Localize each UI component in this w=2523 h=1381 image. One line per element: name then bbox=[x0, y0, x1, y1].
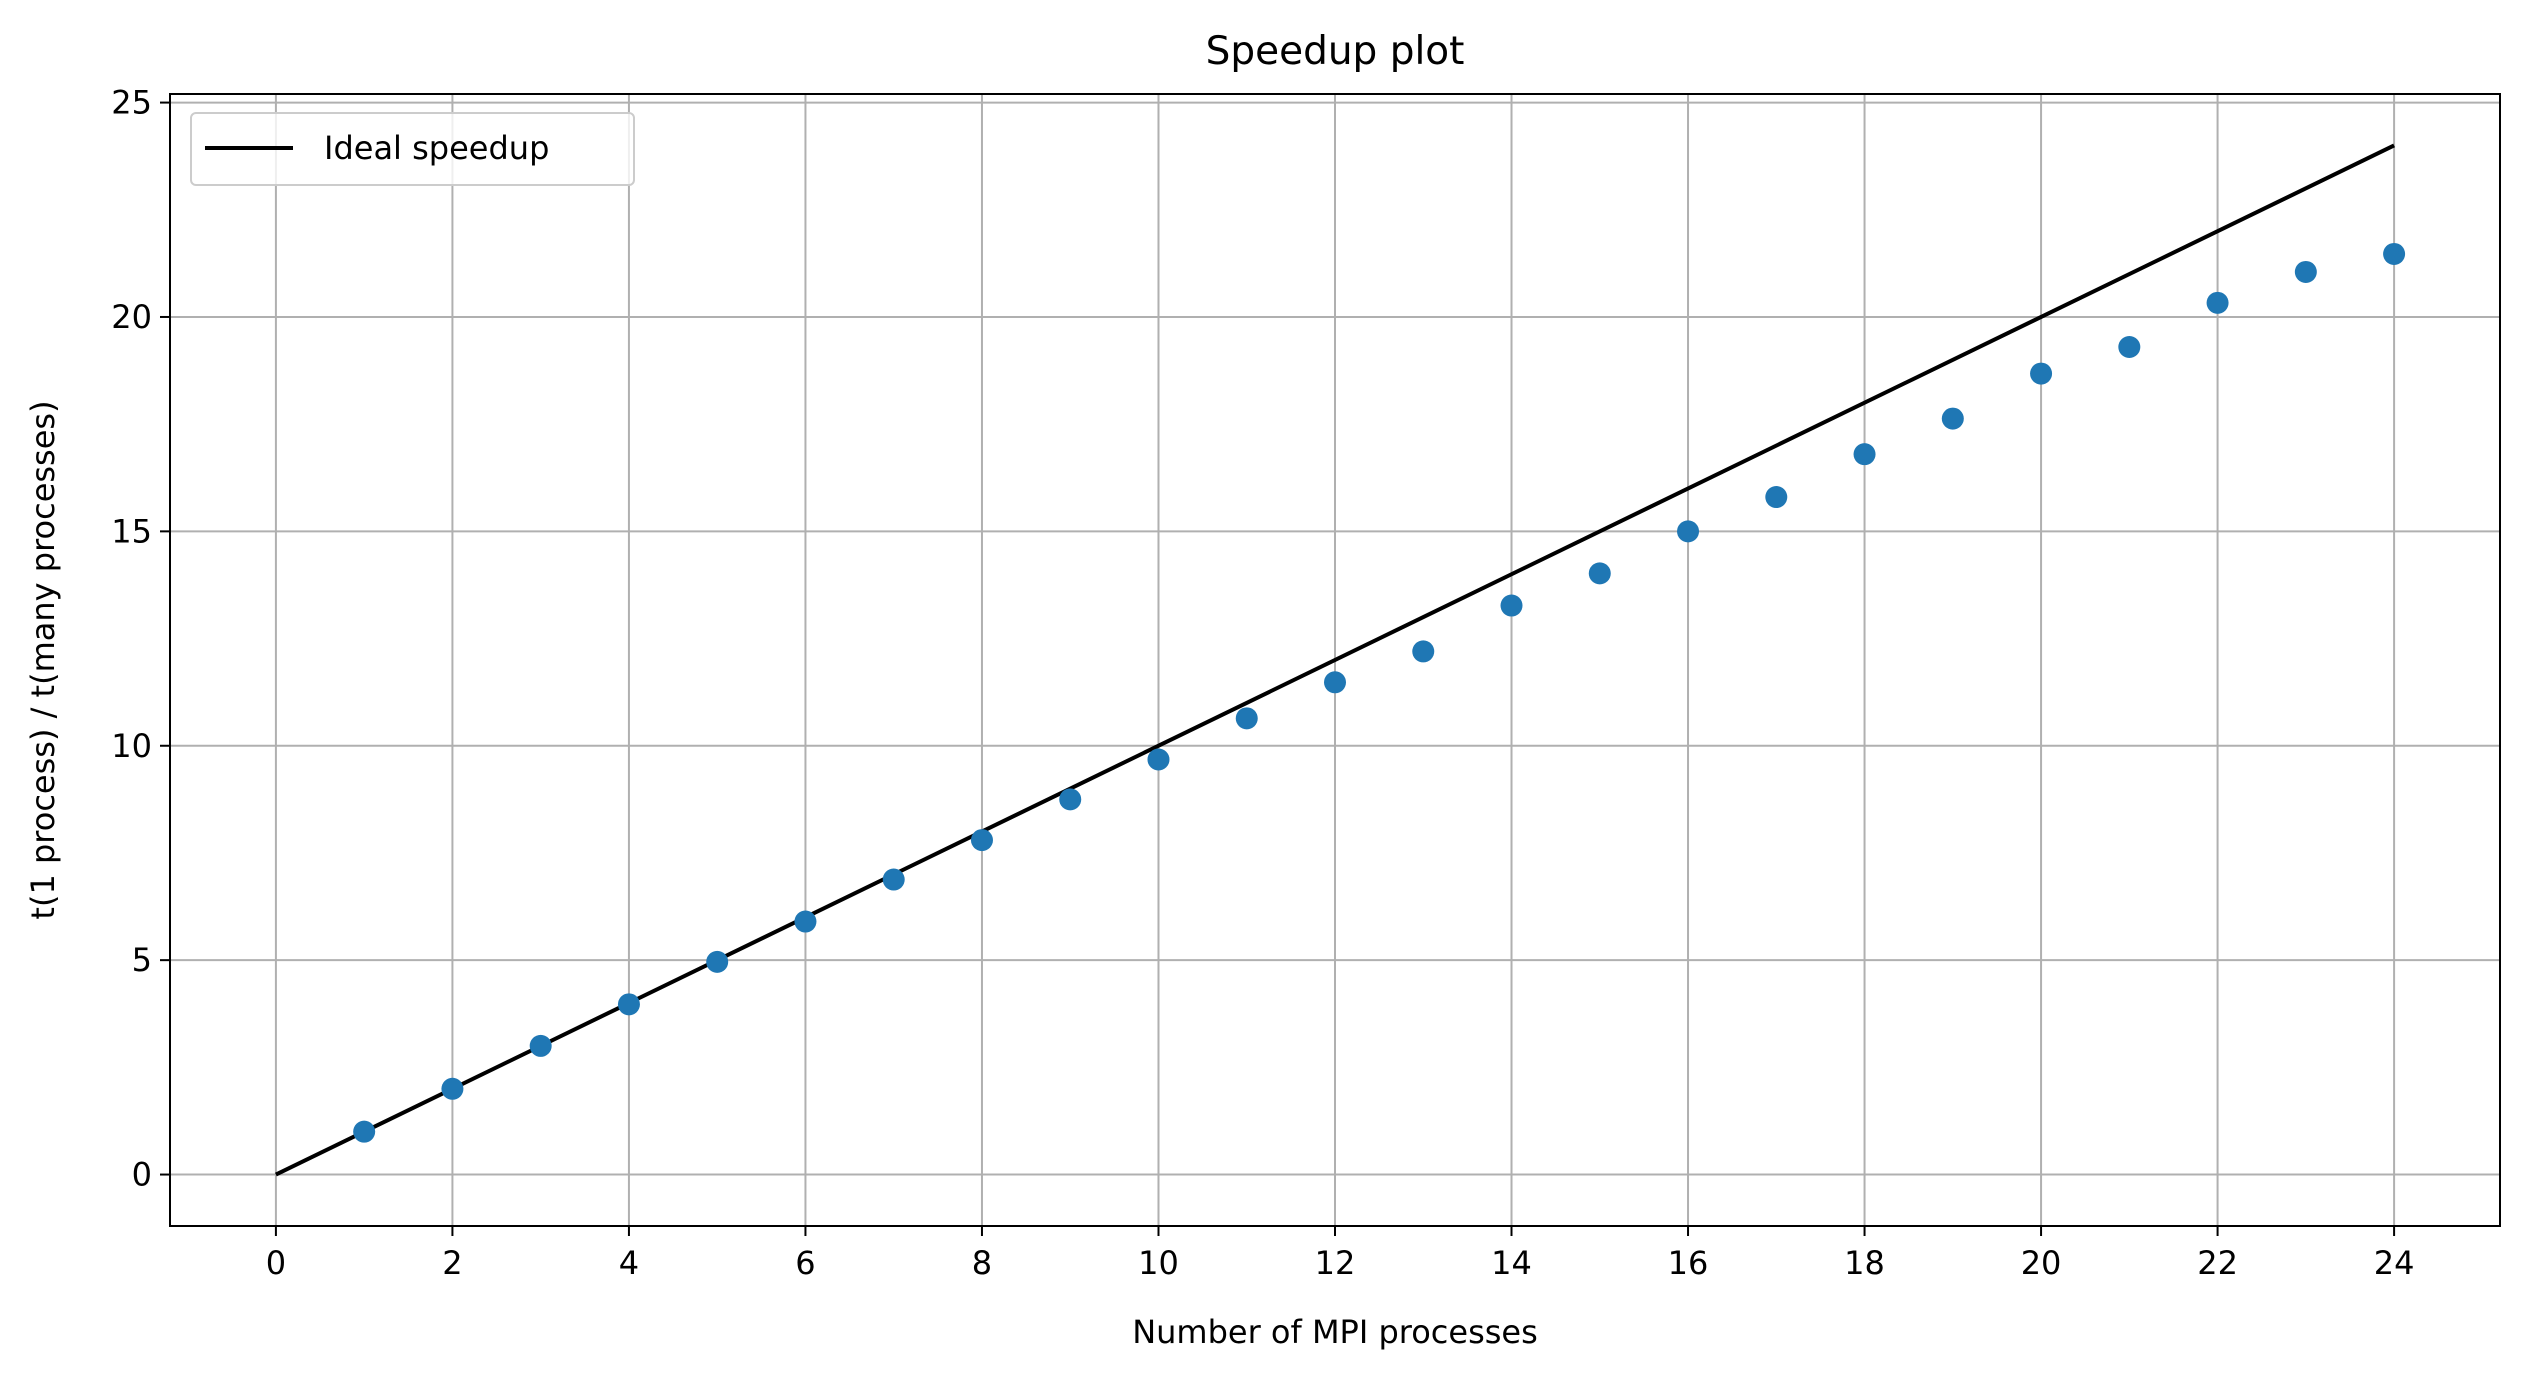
x-tick-label: 4 bbox=[619, 1244, 639, 1282]
speedup-point bbox=[2206, 291, 2229, 314]
speedup-point bbox=[2294, 260, 2317, 283]
x-tick-label: 22 bbox=[2197, 1244, 2238, 1282]
speedup-point bbox=[882, 868, 905, 891]
speedup-point bbox=[1147, 748, 1170, 771]
y-tick-label: 25 bbox=[111, 84, 152, 122]
speedup-point bbox=[1324, 671, 1346, 694]
y-tick-label: 5 bbox=[132, 941, 152, 979]
speedup-point bbox=[441, 1077, 464, 1100]
y-tick-label: 0 bbox=[132, 1156, 152, 1194]
speedup-point bbox=[1412, 640, 1435, 663]
speedup-point bbox=[2030, 362, 2053, 385]
speedup-point bbox=[1677, 520, 1700, 543]
speedup-point bbox=[1853, 443, 1876, 466]
x-tick-label: 2 bbox=[442, 1244, 462, 1282]
legend-box bbox=[190, 112, 635, 186]
y-axis-title: t(1 process) / t(many processes) bbox=[24, 400, 62, 919]
speedup-point bbox=[1500, 594, 1523, 617]
x-tick-label: 16 bbox=[1668, 1244, 1709, 1282]
x-tick-label: 8 bbox=[972, 1244, 992, 1282]
speedup-point bbox=[353, 1120, 376, 1143]
x-axis-title: Number of MPI processes bbox=[1132, 1313, 1538, 1351]
speedup-point bbox=[706, 950, 729, 973]
speedup-point bbox=[1235, 707, 1258, 730]
speedup-point bbox=[2383, 242, 2406, 265]
speedup-point bbox=[1765, 486, 1788, 509]
x-tick-label: 18 bbox=[1844, 1244, 1885, 1282]
y-tick-label: 20 bbox=[111, 298, 152, 336]
legend-label-ideal-speedup: Ideal speedup bbox=[324, 129, 549, 167]
speedup-point bbox=[970, 829, 993, 852]
speedup-point bbox=[1941, 407, 1964, 430]
x-tick-label: 24 bbox=[2374, 1244, 2415, 1282]
x-tick-label: 12 bbox=[1315, 1244, 1356, 1282]
speedup-point bbox=[529, 1034, 552, 1057]
grid bbox=[170, 94, 2500, 1226]
x-tick-label: 20 bbox=[2021, 1244, 2062, 1282]
speedup-point bbox=[617, 993, 640, 1016]
x-tick-label: 10 bbox=[1138, 1244, 1179, 1282]
y-tick-label: 15 bbox=[111, 512, 152, 550]
x-tick-label: 0 bbox=[266, 1244, 286, 1282]
plot-series bbox=[275, 143, 2406, 1177]
speedup-point bbox=[1588, 562, 1611, 585]
speedup-point bbox=[794, 910, 817, 933]
legend: Ideal speedup bbox=[190, 112, 635, 186]
x-tick-label: 14 bbox=[1491, 1244, 1532, 1282]
speedup-point bbox=[2118, 335, 2141, 358]
chart-title: Speedup plot bbox=[1206, 29, 1465, 74]
x-tick-label: 6 bbox=[795, 1244, 815, 1282]
speedup-point bbox=[1059, 788, 1082, 811]
y-tick-label: 10 bbox=[111, 727, 152, 765]
